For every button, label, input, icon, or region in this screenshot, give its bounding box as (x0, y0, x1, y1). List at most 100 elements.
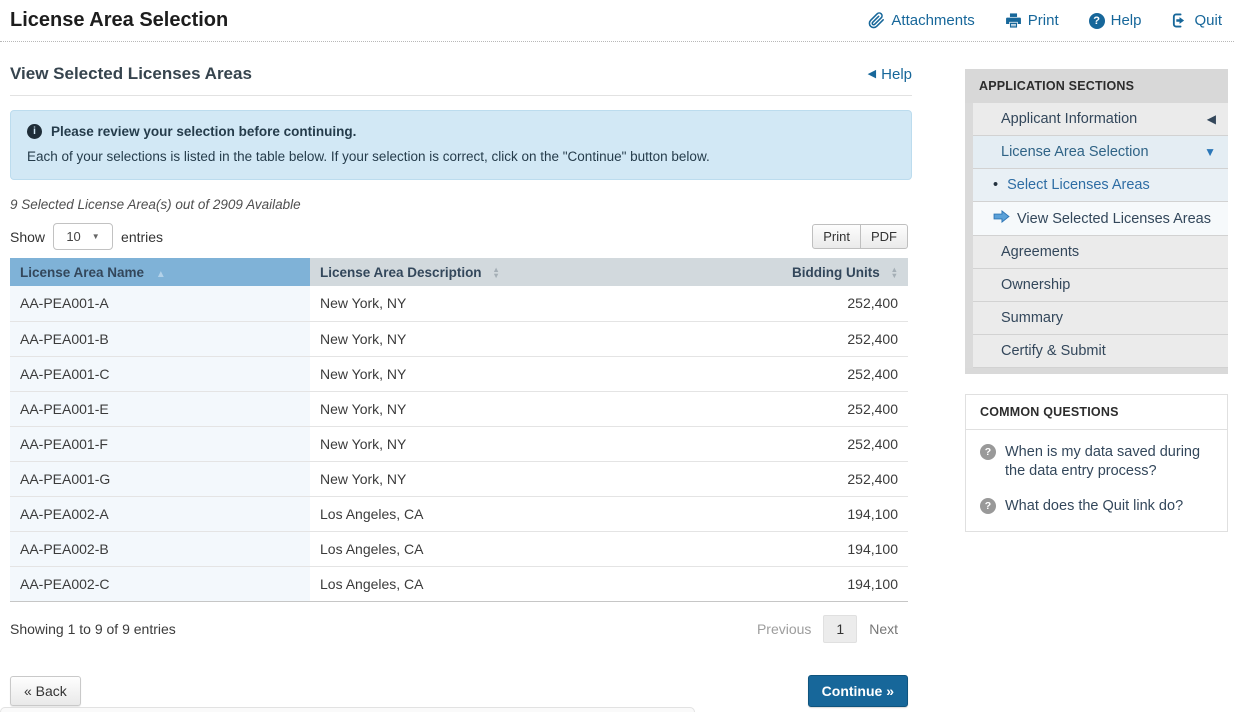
chevron-down-icon: ▼ (91, 232, 100, 241)
question-link[interactable]: When is my data saved during the data en… (1005, 444, 1201, 479)
table-row: AA-PEA002-A Los Angeles, CA 194,100 (10, 496, 908, 532)
bidding-units-cell: 194,100 (782, 496, 908, 532)
application-sections-items: Applicant Information ◀ License Area Sel… (965, 103, 1228, 368)
info-glyph: i (33, 126, 36, 137)
sort-ascending-icon: ▲ (155, 268, 166, 280)
help-link[interactable]: ? Help (1088, 12, 1142, 29)
sidebar-item-label: License Area Selection (1001, 144, 1149, 160)
license-area-name-cell: AA-PEA001-G (10, 461, 310, 497)
question-item[interactable]: ? When is my data saved during the data … (966, 430, 1227, 484)
sidebar-item-certify-submit[interactable]: Certify & Submit (973, 335, 1228, 368)
column-header-license-area-description[interactable]: License Area Description ▲ ▼ (310, 258, 783, 286)
help-label: Help (1110, 12, 1142, 29)
license-area-name-cell: AA-PEA001-E (10, 391, 310, 427)
page-size-value: 10 (66, 229, 81, 244)
attachments-link[interactable]: Attachments (868, 12, 975, 29)
previous-page-button[interactable]: Previous (756, 620, 812, 637)
sort-both-icon: ▲ ▼ (492, 264, 500, 280)
sidebar-item-select-licenses-areas[interactable]: • Select Licenses Areas (973, 169, 1228, 202)
column-header-license-area-name[interactable]: License Area Name ▲ (10, 258, 310, 286)
table-footer: Showing 1 to 9 of 9 entries Previous 1 N… (10, 614, 908, 643)
print-label: Print (1027, 12, 1059, 29)
header-links: Attachments Print ? Help Quit (868, 12, 1222, 29)
license-area-name-cell: AA-PEA001-C (10, 356, 310, 392)
table-row: AA-PEA001-A New York, NY 252,400 (10, 286, 908, 322)
entries-label: entries (121, 228, 164, 245)
export-buttons: Print PDF (812, 224, 908, 249)
license-area-description-cell: New York, NY (310, 286, 783, 322)
bidding-units-cell: 252,400 (782, 321, 908, 357)
question-circle-icon: ? (980, 444, 996, 460)
table-header-row: License Area Name ▲ License Area Descrip… (10, 258, 908, 286)
sidebar-item-label: Ownership (1001, 277, 1071, 293)
print-link[interactable]: Print (1005, 12, 1059, 29)
bidding-units-cell: 252,400 (782, 391, 908, 427)
table-controls: Show 10 ▼ entries Print PDF (10, 223, 908, 250)
common-questions-header: COMMON QUESTIONS (966, 395, 1227, 430)
selection-summary: 9 Selected License Area(s) out of 2909 A… (10, 197, 301, 212)
next-page-button[interactable]: Next (869, 620, 898, 637)
column-label: Bidding Units (792, 264, 880, 280)
sidebar-item-ownership[interactable]: Ownership (973, 269, 1228, 302)
column-label: License Area Name (20, 264, 145, 280)
license-area-description-cell: Los Angeles, CA (310, 496, 783, 532)
bidding-units-cell: 252,400 (782, 356, 908, 392)
review-notice: i Please review your selection before co… (10, 110, 912, 180)
quit-link[interactable]: Quit (1171, 12, 1222, 29)
continue-button[interactable]: Continue » (807, 674, 908, 707)
footer-panel-edge (0, 707, 695, 712)
sidebar-item-label: Summary (1001, 310, 1064, 326)
section-title: View Selected Licenses Areas (10, 64, 252, 83)
sidebar-item-agreements[interactable]: Agreements (973, 236, 1228, 269)
info-icon: i (27, 124, 42, 139)
bidding-units-cell: 252,400 (782, 461, 908, 497)
license-area-name-cell: AA-PEA002-B (10, 531, 310, 567)
bullet-icon: • (993, 177, 999, 193)
page-number-button[interactable]: 1 (823, 614, 858, 643)
section-head: View Selected Licenses Areas ◀ Help (10, 64, 912, 96)
triangle-down-icon: ▼ (1204, 145, 1216, 159)
bidding-units-cell: 194,100 (782, 531, 908, 567)
notice-body: Each of your selections is listed in the… (27, 149, 710, 164)
table-row: AA-PEA001-B New York, NY 252,400 (10, 321, 908, 357)
sidebar-item-label: Certify & Submit (1001, 343, 1106, 359)
page-title: License Area Selection (10, 9, 229, 31)
section-help-link[interactable]: ◀ Help (868, 66, 912, 83)
wizard-nav-buttons: « Back Continue » (10, 674, 908, 707)
license-areas-table: License Area Name ▲ License Area Descrip… (10, 258, 908, 602)
help-back-triangle-icon: ◀ (867, 67, 877, 80)
attachments-label: Attachments (891, 12, 975, 29)
sort-both-icon: ▲ ▼ (890, 264, 898, 280)
notice-title-row: i Please review your selection before co… (27, 124, 895, 139)
bidding-units-cell: 194,100 (782, 566, 908, 602)
triangle-left-icon: ◀ (1206, 112, 1216, 126)
license-area-description-cell: New York, NY (310, 426, 783, 462)
section-help-label: Help (881, 65, 912, 83)
question-glyph: ? (984, 499, 992, 512)
license-area-name-cell: AA-PEA001-A (10, 286, 310, 322)
sidebar-item-applicant-information[interactable]: Applicant Information ◀ (973, 103, 1228, 136)
showing-entries-text: Showing 1 to 9 of 9 entries (10, 620, 176, 637)
column-header-bidding-units[interactable]: Bidding Units ▲ ▼ (782, 258, 908, 286)
main-panel: View Selected Licenses Areas ◀ Help i Pl… (10, 42, 912, 707)
notice-title: Please review your selection before cont… (51, 124, 357, 139)
license-area-description-cell: Los Angeles, CA (310, 566, 783, 602)
common-questions-panel: COMMON QUESTIONS ? When is my data saved… (965, 394, 1228, 532)
arrow-right-icon (993, 209, 1017, 227)
pdf-table-button[interactable]: PDF (860, 224, 908, 249)
print-table-button[interactable]: Print (812, 224, 861, 249)
page-header: License Area Selection Attachments Print… (0, 0, 1234, 42)
sidebar-item-license-area-selection[interactable]: License Area Selection ▼ (973, 136, 1228, 169)
content-area: View Selected Licenses Areas ◀ Help i Pl… (0, 42, 1234, 707)
quit-label: Quit (1194, 12, 1222, 29)
sidebar-item-label: View Selected Licenses Areas (1017, 210, 1211, 227)
back-button[interactable]: « Back (10, 675, 81, 706)
question-item[interactable]: ? What does the Quit link do? (966, 484, 1227, 531)
sidebar-item-summary[interactable]: Summary (973, 302, 1228, 335)
sidebar: APPLICATION SECTIONS Applicant Informati… (965, 69, 1228, 532)
page-size-select[interactable]: 10 ▼ (53, 223, 114, 250)
column-label: License Area Description (320, 264, 482, 280)
license-area-description-cell: New York, NY (310, 461, 783, 497)
question-link[interactable]: What does the Quit link do? (1005, 497, 1184, 514)
sidebar-item-view-selected-licenses-areas[interactable]: View Selected Licenses Areas (973, 202, 1228, 236)
